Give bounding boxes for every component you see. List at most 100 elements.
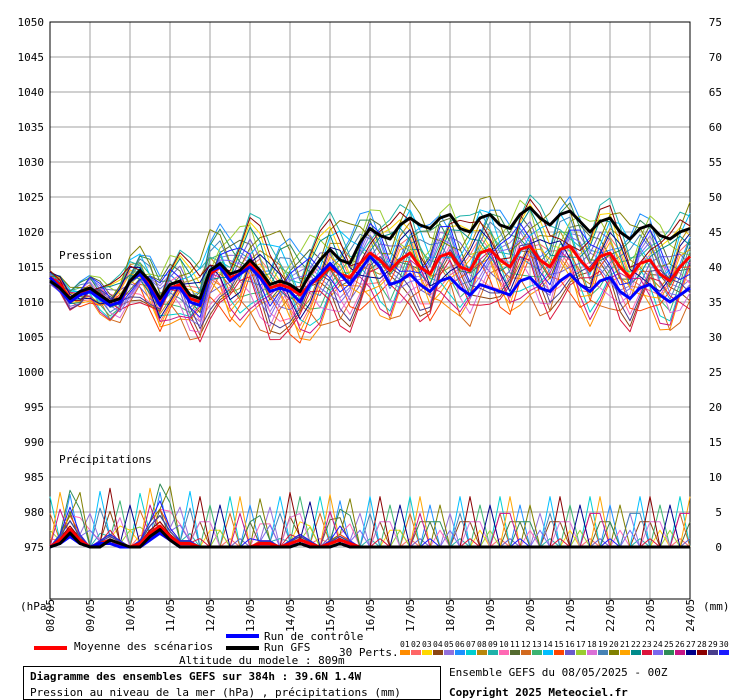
- pert-label-04: 04: [433, 640, 443, 649]
- right-tick-label: 5: [715, 506, 722, 519]
- pert-label-09: 09: [488, 640, 498, 649]
- precip-series-Run GFS: [49, 528, 690, 549]
- pert-label-29: 29: [708, 640, 718, 649]
- legend-control-label: Run de contrôle: [264, 630, 364, 643]
- pert-label-17: 17: [576, 640, 586, 649]
- x-tick-label: 09/05: [84, 599, 97, 632]
- left-tick-label: 1030: [18, 156, 45, 169]
- right-tick-label: 25: [709, 366, 722, 379]
- pert-swatch-25: [664, 650, 674, 655]
- pert-label-16: 16: [565, 640, 575, 649]
- pert-swatch-13: [532, 650, 542, 655]
- left-axis-unit: (hPa): [20, 600, 53, 613]
- x-tick-label: 21/05: [564, 599, 577, 632]
- pert-swatch-10: [499, 650, 509, 655]
- left-tick-label: 1015: [18, 261, 45, 274]
- pert-label-03: 03: [422, 640, 432, 649]
- pert-label-11: 11: [510, 640, 520, 649]
- left-tick-label: 1045: [18, 51, 45, 64]
- pert-swatch-15: [554, 650, 564, 655]
- left-tick-label: 1050: [18, 16, 45, 29]
- pressure-member-11: [49, 214, 691, 314]
- left-tick-label: 1010: [18, 296, 45, 309]
- pert-swatch-27: [686, 650, 696, 655]
- right-tick-label: 45: [709, 226, 722, 239]
- pert-swatch-02: [411, 650, 421, 655]
- pert-label-23: 23: [642, 640, 652, 649]
- x-tick-label: 10/05: [124, 599, 137, 632]
- pert-label-18: 18: [587, 640, 597, 649]
- pert-swatch-11: [510, 650, 520, 655]
- pert-swatch-28: [697, 650, 707, 655]
- left-tick-label: 985: [24, 471, 44, 484]
- pert-swatch-06: [455, 650, 465, 655]
- pert-label-14: 14: [543, 640, 553, 649]
- pressure-member-21: [49, 241, 691, 333]
- pressure-series-Run de contrôle: [48, 255, 691, 307]
- pert-label-12: 12: [521, 640, 531, 649]
- x-tick-label: 14/05: [284, 599, 297, 632]
- left-tick-label: 1040: [18, 86, 45, 99]
- pert-label-07: 07: [466, 640, 476, 649]
- legend-control-line: [226, 634, 259, 638]
- annotation-precip: Précipitations: [59, 453, 152, 466]
- right-tick-label: 40: [709, 261, 722, 274]
- pert-swatch-19: [598, 650, 608, 655]
- pert-swatch-23: [642, 650, 652, 655]
- left-tick-label: 1035: [18, 121, 45, 134]
- right-tick-label: 50: [709, 191, 722, 204]
- legend-gfs-label: Run GFS: [264, 641, 311, 654]
- pert-label-05: 05: [444, 640, 454, 649]
- annotation-pression: Pression: [59, 249, 112, 262]
- pert-label-13: 13: [532, 640, 542, 649]
- right-tick-label: 0: [715, 541, 722, 554]
- run-info: Ensemble GEFS du 08/05/2025 - 00Z: [449, 666, 668, 679]
- x-tick-label: 20/05: [524, 599, 537, 632]
- right-tick-label: 15: [709, 436, 722, 449]
- pert-label-30: 30: [719, 640, 729, 649]
- right-tick-label: 65: [709, 86, 722, 99]
- pert-label-15: 15: [554, 640, 564, 649]
- right-tick-label: 75: [709, 16, 722, 29]
- x-tick-label: 23/05: [644, 599, 657, 632]
- x-tick-label: 15/05: [324, 599, 337, 632]
- pert-swatch-24: [653, 650, 663, 655]
- plot-frame: [49, 21, 691, 600]
- x-tick-label: 19/05: [484, 599, 497, 632]
- pert-swatch-01: [400, 650, 410, 655]
- x-tick-label: 18/05: [444, 599, 457, 632]
- altitude-text: Altitude du modele : 809m: [179, 654, 345, 667]
- legend-mean-line: [34, 646, 67, 650]
- x-tick-label: 12/05: [204, 599, 217, 632]
- pert-swatch-14: [543, 650, 553, 655]
- pert-swatch-09: [488, 650, 498, 655]
- pert-label-25: 25: [664, 640, 674, 649]
- chart-title: Diagramme des ensembles GEFS sur 384h : …: [30, 670, 362, 683]
- pert-swatch-07: [466, 650, 476, 655]
- pressure-member-29: [49, 243, 691, 329]
- legend-perts-label: 30 Perts.: [339, 646, 399, 659]
- pert-swatch-04: [433, 650, 443, 655]
- left-tick-label: 1020: [18, 226, 45, 239]
- pert-swatch-18: [587, 650, 597, 655]
- left-tick-label: 975: [24, 541, 44, 554]
- right-tick-label: 55: [709, 156, 722, 169]
- pert-swatch-12: [521, 650, 531, 655]
- pressure-member-20: [49, 195, 691, 302]
- pert-swatch-26: [675, 650, 685, 655]
- left-tick-label: 990: [24, 436, 44, 449]
- x-tick-label: 08/05: [44, 599, 57, 632]
- pressure-series-Run GFS: [49, 206, 691, 304]
- legend-gfs-line: [226, 646, 259, 650]
- pert-swatch-29: [708, 650, 718, 655]
- pressure-series-Moyenne des scénarios: [49, 244, 692, 304]
- pert-label-02: 02: [411, 640, 421, 649]
- pert-label-24: 24: [653, 640, 663, 649]
- pert-swatch-08: [477, 650, 487, 655]
- pert-label-27: 27: [686, 640, 696, 649]
- pert-label-19: 19: [598, 640, 608, 649]
- pressure-member-25: [49, 202, 691, 308]
- right-tick-label: 35: [709, 296, 722, 309]
- copyright: Copyright 2025 Meteociel.fr: [449, 686, 628, 699]
- x-tick-label: 11/05: [164, 599, 177, 632]
